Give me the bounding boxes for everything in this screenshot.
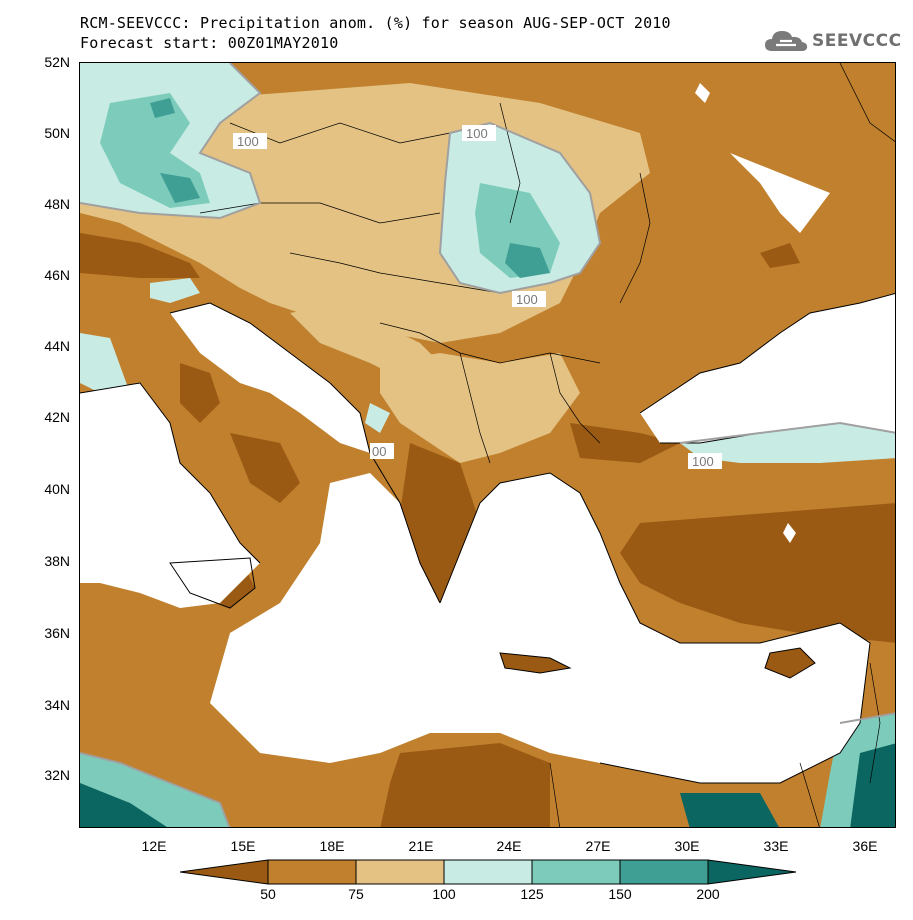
region-below-50-anatolia <box>620 503 895 643</box>
contour-label-bg-4 <box>688 453 722 469</box>
lat-label: 34N <box>44 697 70 713</box>
crete-island <box>499 652 572 674</box>
region-below-50-crimea <box>760 243 800 268</box>
lon-label: 33E <box>763 838 789 854</box>
lon-label: 15E <box>230 838 256 854</box>
lon-label: 18E <box>319 838 345 854</box>
region-100-125-po <box>150 278 200 303</box>
region-below-50-calabria <box>230 433 300 503</box>
forecast-start: Forecast start: 00Z01MAY2010 <box>80 34 339 52</box>
contour-label-bg-1 <box>233 133 267 149</box>
colorbar-segment <box>180 860 268 884</box>
region-100-125-black-sea-coast <box>680 423 895 463</box>
colorbar-segment <box>356 860 444 884</box>
contour-label-bg-3 <box>512 291 546 307</box>
region-above-150-alps-2 <box>160 173 200 203</box>
colorbar-label: 200 <box>696 886 720 902</box>
region-above-200-tunisia <box>80 783 167 827</box>
lon-label: 36E <box>852 838 878 854</box>
region-100-125-liguria <box>80 333 130 393</box>
lat-label: 32N <box>44 767 70 783</box>
contour-label-bg-5 <box>370 443 394 459</box>
region-below-50-thrace <box>570 423 680 463</box>
logo-text: SEEVCCC <box>812 31 902 51</box>
lat-label: 50N <box>44 125 70 141</box>
region-75-100-bulgaria <box>380 353 580 463</box>
colorbar-segment <box>444 860 532 884</box>
colorbar <box>180 859 797 885</box>
contour-label-2: 100 <box>466 126 488 141</box>
tyrrhenian-sea <box>80 383 260 608</box>
lat-label: 44N <box>44 338 70 354</box>
black-sea <box>640 293 895 443</box>
lat-label: 36N <box>44 625 70 641</box>
colorbar-segment <box>620 860 708 884</box>
colorbar-label: 125 <box>520 886 544 902</box>
lat-label: 42N <box>44 409 70 425</box>
contour-label-1: 100 <box>237 134 259 149</box>
lon-label: 24E <box>496 838 522 854</box>
lon-label: 27E <box>585 838 611 854</box>
contour-100 <box>80 63 895 827</box>
region-above-200-levant <box>850 743 895 827</box>
no-data-patch-1 <box>695 83 710 103</box>
mediterranean-sea <box>210 473 870 783</box>
map-area: 100 100 100 100 00 <box>79 62 896 828</box>
region-below-50-alps <box>80 233 200 278</box>
precipitation-map: 100 100 100 100 00 <box>80 63 895 827</box>
colorbar-label: 75 <box>348 886 364 902</box>
contour-label-bg-2 <box>462 125 496 141</box>
country-borders <box>199 63 895 827</box>
lat-label: 52N <box>44 54 70 70</box>
region-below-50-italy <box>180 363 220 423</box>
lon-label: 21E <box>408 838 434 854</box>
lon-label: 12E <box>141 838 167 854</box>
contour-label-4: 100 <box>692 454 714 469</box>
region-above-150-alps <box>150 98 175 118</box>
contour-labels: 100 100 100 100 00 <box>233 125 722 469</box>
adriatic-sea <box>170 303 370 453</box>
lat-label: 38N <box>44 553 70 569</box>
colorbar-label: 50 <box>260 886 276 902</box>
region-below-50-libya <box>380 743 550 827</box>
colorbar-label: 100 <box>432 886 456 902</box>
no-data-patch-2 <box>783 523 796 543</box>
lat-label: 48N <box>44 196 70 212</box>
lon-label: 30E <box>674 838 700 854</box>
region-100-125-albania <box>365 403 390 433</box>
region-above-200-egypt <box>680 793 779 827</box>
dnieper-gap <box>730 153 830 233</box>
cloud-icon <box>765 31 808 51</box>
contour-label-5: 00 <box>372 444 386 459</box>
cyprus-island <box>764 647 816 679</box>
colorbar-segment <box>532 860 620 884</box>
colorbar-label: 150 <box>608 886 632 902</box>
contour-label-3: 100 <box>516 292 538 307</box>
lat-label: 46N <box>44 267 70 283</box>
colorbar-segment <box>708 860 796 884</box>
colorbar-segment <box>268 860 356 884</box>
chart-title: RCM-SEEVCCC: Precipitation anom. (%) for… <box>80 14 671 32</box>
sicily-outline <box>169 557 256 609</box>
region-above-150-carpathians <box>505 243 550 278</box>
seevccc-logo: SEEVCCC <box>764 26 902 56</box>
lat-label: 40N <box>44 481 70 497</box>
